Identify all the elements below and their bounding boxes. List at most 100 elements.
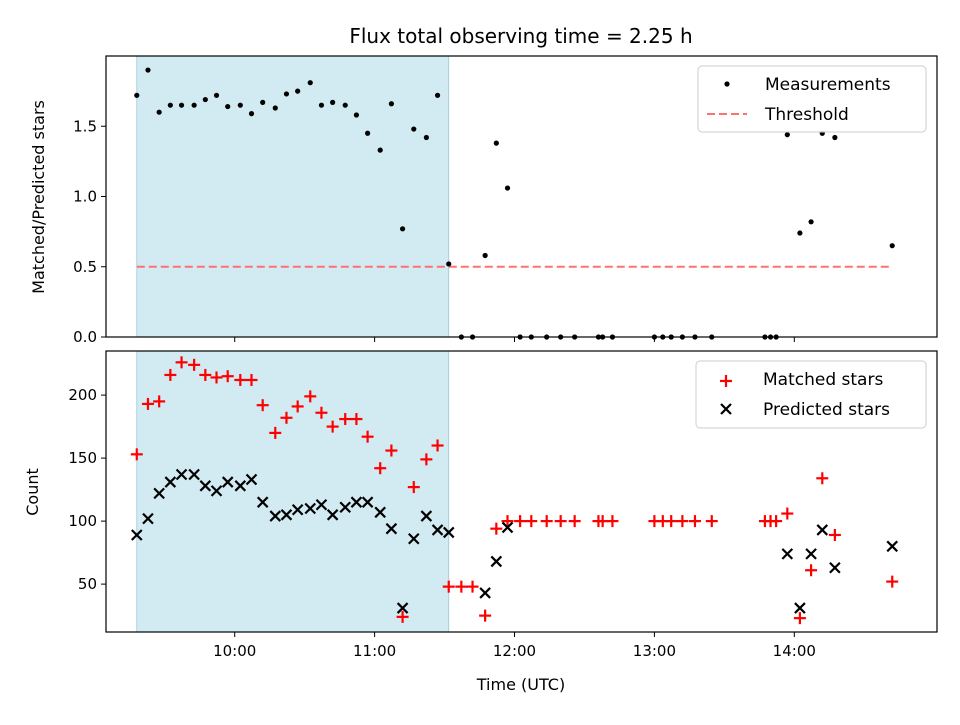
matched-star-point (886, 575, 899, 588)
predicted-star-point (396, 602, 409, 614)
measurement-point (446, 261, 452, 267)
matched-star-point (420, 453, 433, 466)
matched-star-point (525, 515, 538, 528)
measurement-point (167, 102, 173, 108)
measurement-point (889, 243, 895, 249)
chart-title: Flux total observing time = 2.25 h (349, 24, 692, 48)
predicted-star-point (326, 509, 339, 521)
y-tick-label: 100 (68, 512, 97, 530)
matched-star-point (568, 515, 581, 528)
predicted-star-point (291, 503, 304, 516)
matched-star-point (431, 439, 444, 452)
matched-star-point (361, 430, 374, 443)
predicted-star-point (374, 506, 386, 519)
matched-star-point (816, 472, 829, 485)
matched-star-point (339, 413, 352, 426)
matched-star-point (269, 426, 282, 439)
x-tick-label: 13:00 (633, 642, 676, 660)
matched-star-point (256, 399, 269, 412)
predicted-star-point (339, 501, 352, 514)
measurement-point (399, 226, 406, 232)
measurement-point (330, 99, 336, 105)
top-panel: 0.0 0.5 1.0 1.5 Matched/Predicted stars Mea… (29, 55, 938, 346)
measurement-point (260, 99, 266, 105)
predicted-star-point (188, 468, 200, 481)
bottom-legend: Matched stars Predicted stars (695, 360, 927, 429)
x-tick-label: 12:00 (493, 642, 536, 660)
measurement-point (797, 230, 803, 236)
predicted-star-point (153, 487, 165, 500)
matched-star-point (688, 515, 701, 528)
legend-measurements-label: Measurements (765, 75, 891, 95)
predicted-star-point (304, 502, 317, 515)
predicted-star-point (280, 509, 293, 521)
matched-star-point (141, 397, 154, 410)
predicted-star-point (315, 498, 328, 511)
predicted-star-point (886, 540, 899, 553)
measurement-point (434, 92, 441, 98)
x-tick-label: 10:00 (213, 642, 256, 660)
measurement-point (295, 88, 301, 94)
predicted-star-point (442, 526, 455, 539)
matched-star-point (326, 420, 339, 433)
matched-star-point (199, 368, 212, 381)
matched-star-point (828, 528, 841, 541)
matched-star-point (374, 462, 387, 475)
measurement-point (493, 140, 499, 146)
measurement-point (411, 126, 417, 132)
bottom-legend-box (695, 360, 927, 429)
measurement-point (504, 185, 511, 191)
predicted-star-point (256, 496, 269, 508)
matched-star-point (164, 368, 177, 381)
matched-star-point (188, 358, 201, 371)
predicted-star-point (805, 548, 817, 560)
matched-star-point (407, 481, 420, 494)
measurement-point (832, 134, 838, 141)
measurement-point (482, 252, 488, 259)
matched-star-point (245, 373, 258, 386)
measurement-point (191, 102, 197, 108)
matched-star-point (280, 411, 293, 424)
bottom-shaded-span (136, 350, 450, 633)
predicted-star-point (420, 510, 433, 522)
matched-star-point (234, 373, 247, 386)
predicted-star-point (781, 548, 794, 560)
matched-star-point (770, 515, 783, 528)
measurement-point (225, 103, 231, 110)
matched-star-point (291, 400, 304, 413)
measurement-point (156, 109, 162, 115)
matched-star-point (676, 515, 689, 528)
measurement-point (283, 91, 290, 97)
matched-star-point (490, 522, 503, 535)
bottom-y-axis-label: Count (23, 468, 42, 516)
matched-star-point (350, 413, 363, 426)
matched-star-point (554, 515, 567, 528)
measurement-point (248, 111, 255, 117)
measurement-point (307, 80, 313, 86)
predicted-star-point (221, 476, 234, 488)
predicted-star-point (479, 587, 491, 599)
measurement-point (342, 102, 348, 108)
legend-threshold-label: Threshold (764, 105, 849, 125)
predicted-star-point (501, 521, 514, 534)
matched-star-point (781, 507, 794, 520)
predicted-star-point (350, 496, 363, 508)
predicted-star-point (210, 485, 223, 497)
matched-star-point (442, 580, 455, 593)
y-tick-label: 50 (78, 575, 97, 593)
matched-star-point (805, 564, 818, 577)
measurement-point (388, 101, 394, 107)
matched-star-point (665, 515, 678, 528)
matched-star-point (315, 406, 328, 419)
top-shaded-span (136, 55, 450, 338)
measurement-point (423, 134, 429, 141)
matched-star-point (455, 580, 468, 593)
y-tick-label: 150 (68, 449, 97, 467)
matched-star-point (175, 356, 188, 369)
measurement-point (784, 132, 790, 138)
top-y-axis-label: Matched/Predicted stars (29, 100, 48, 294)
predicted-star-point (245, 473, 258, 486)
legend-measurements-marker (724, 81, 730, 87)
y-tick-label: 1.0 (73, 188, 97, 206)
